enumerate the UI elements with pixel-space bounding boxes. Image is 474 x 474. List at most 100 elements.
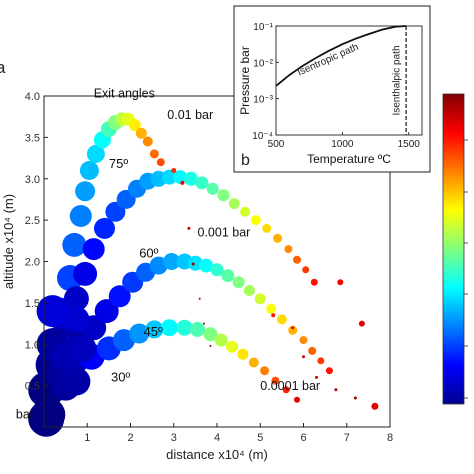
data-point [288, 325, 298, 335]
data-point [294, 396, 300, 403]
data-point [180, 180, 185, 185]
data-point [142, 136, 153, 147]
data-point [282, 386, 290, 394]
data-point [191, 262, 195, 266]
data-point [171, 168, 177, 173]
data-point [266, 303, 277, 314]
y-tick-label: 1.0 [25, 339, 40, 351]
data-point [94, 299, 119, 324]
data-point [276, 314, 287, 325]
isentropic-path-line [275, 25, 407, 87]
series-4-points [28, 295, 97, 437]
inset-y-ticks: 10⁻¹ 10⁻² 10⁻³ 10⁻⁴ [252, 22, 279, 142]
data-point [284, 245, 293, 254]
main-chart: a 1 2 3 4 5 6 7 8 0.5 1.0 1.5 2.0 2.5 3.0 3.5 4.0 dist… [0, 58, 393, 462]
data-point [221, 269, 235, 283]
data-point [302, 355, 305, 359]
data-point [62, 232, 87, 257]
data-point [217, 189, 230, 202]
data-point [302, 266, 310, 274]
data-point [82, 238, 105, 261]
data-point [248, 357, 259, 368]
data-point [145, 320, 164, 339]
inset-axes-frame [275, 25, 423, 136]
main-x-axis-label: distance x10⁴ (m) [166, 447, 268, 462]
x-tick-label: 4 [214, 432, 220, 444]
x-tick-label: 1 [84, 432, 90, 444]
data-point [203, 327, 218, 342]
annotation-label: bar [16, 408, 34, 422]
data-point [149, 256, 168, 275]
inset-y-axis-label: Pressure bar [238, 46, 252, 115]
data-point [317, 357, 325, 365]
data-point [129, 323, 150, 344]
data-point [69, 334, 97, 362]
data-point [79, 161, 99, 180]
data-point [128, 119, 141, 131]
data-point [293, 255, 301, 264]
inset-chart: 500 1000 1500 10⁻¹10⁻²10⁻³10⁻⁴ Isentropic … [233, 5, 431, 173]
data-point [156, 158, 165, 167]
data-point [228, 198, 240, 210]
data-point [195, 176, 209, 190]
colorbar-gradient [442, 93, 465, 405]
data-point [187, 226, 191, 230]
data-point [250, 215, 261, 226]
data-point [237, 348, 249, 360]
annotation-label: Exit angles [94, 87, 155, 101]
data-point [173, 170, 188, 185]
inset-x-tick-label: 1500 [398, 139, 421, 150]
main-scatter-points [28, 112, 379, 437]
data-point [308, 346, 317, 355]
series-2-points [67, 253, 333, 375]
data-point [176, 319, 193, 336]
x-tick-label: 3 [171, 432, 177, 444]
exit-angle-label: 45º [144, 324, 163, 339]
main-x-ticks: 1 2 3 4 5 6 7 8 [84, 423, 393, 444]
data-point [161, 169, 177, 185]
y-tick-label: 3.0 [25, 174, 40, 186]
data-point [187, 255, 203, 271]
data-point [198, 297, 201, 300]
data-point [262, 223, 272, 233]
data-point [135, 127, 147, 139]
series-5-points [171, 168, 379, 410]
data-point [315, 375, 318, 379]
inset-y-tick-label: 10⁻² [253, 58, 273, 69]
annotation-label: 0.01 bar [167, 108, 213, 122]
data-point [149, 149, 159, 159]
data-point [203, 322, 205, 325]
colorbar [442, 93, 468, 405]
data-point [163, 253, 181, 270]
data-point [108, 285, 131, 308]
data-point [271, 376, 280, 385]
inset-y-tick-label: 10⁻⁴ [252, 131, 273, 142]
data-point [63, 306, 90, 333]
annotation-label: 0.0001 bar [260, 379, 320, 393]
data-point [260, 366, 270, 376]
main-y-axis-label: altitude x10⁴ (m) [1, 194, 16, 289]
data-point [184, 171, 198, 186]
data-point [358, 320, 365, 327]
inset-y-tick-label: 10⁻³ [253, 95, 273, 106]
data-point [28, 400, 65, 437]
data-point [254, 293, 266, 305]
data-point [199, 258, 214, 273]
inset-y-tick-label: 10⁻¹ [253, 22, 273, 33]
main-y-ticks: 0.5 1.0 1.5 2.0 2.5 3.0 3.5 4.0 [25, 91, 48, 393]
data-point [273, 233, 283, 243]
exit-angle-label: 60º [139, 245, 158, 260]
y-tick-label: 2.5 [25, 215, 40, 227]
data-point [337, 279, 344, 286]
data-point [271, 313, 276, 318]
isenthalpic-path-label: Isenthalpic path [391, 45, 402, 115]
data-point [209, 344, 212, 347]
data-point [206, 182, 219, 195]
x-tick-label: 8 [387, 432, 393, 444]
data-point [94, 217, 115, 239]
x-tick-label: 5 [257, 432, 263, 444]
data-point [240, 206, 251, 217]
data-point [160, 319, 178, 337]
data-point [232, 276, 245, 289]
